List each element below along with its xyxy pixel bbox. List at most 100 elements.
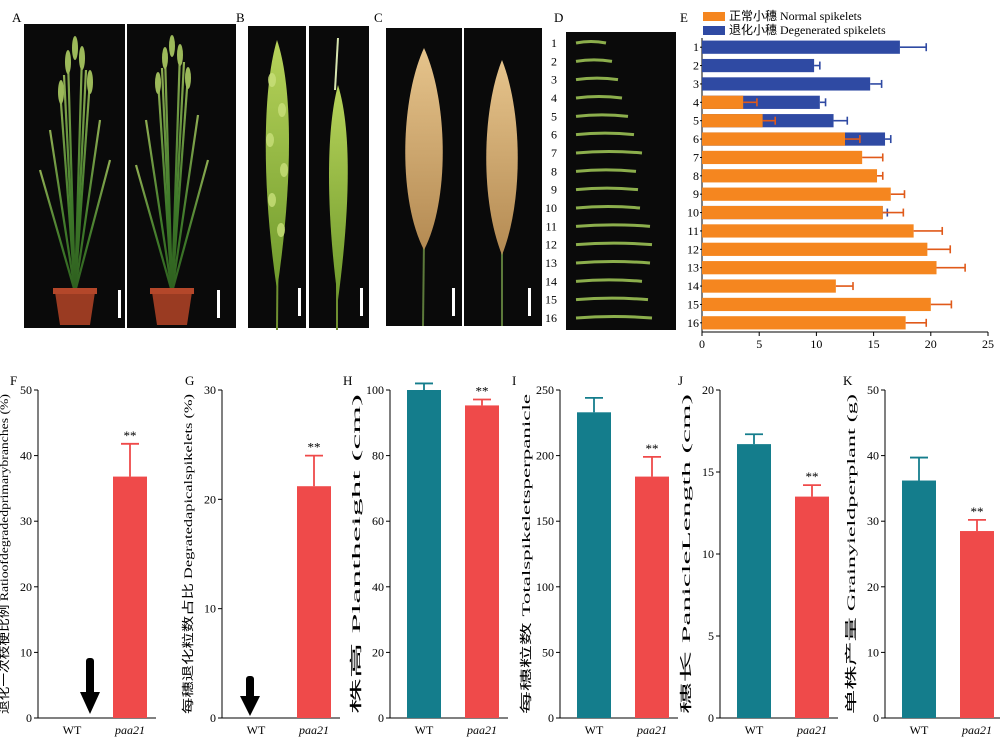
bar-degenerated bbox=[702, 77, 871, 91]
y-tick-label: 10 bbox=[20, 645, 32, 659]
bar-normal bbox=[702, 261, 937, 275]
branch-8 bbox=[575, 168, 637, 173]
branch-label: 5 bbox=[551, 109, 557, 123]
branch-10 bbox=[575, 205, 641, 210]
y-tick-label: 7 bbox=[693, 150, 699, 164]
bar-paa21 bbox=[635, 476, 669, 718]
x-tick-label: paa21 bbox=[298, 723, 329, 737]
y-tick-label: 60 bbox=[372, 514, 384, 528]
branch-15 bbox=[575, 296, 649, 302]
y-tick-label: 9 bbox=[693, 187, 699, 201]
significance-marker: ** bbox=[124, 428, 137, 443]
panel-label-b: B bbox=[236, 10, 245, 25]
y-tick-label: 5 bbox=[693, 114, 699, 128]
significance-marker: ** bbox=[646, 441, 659, 456]
bar-normal bbox=[702, 150, 863, 165]
bar-paa21 bbox=[113, 476, 147, 718]
branch-13 bbox=[575, 260, 651, 265]
bar-normal bbox=[702, 114, 763, 128]
branch-label: 15 bbox=[545, 293, 557, 307]
y-tick-label: 13 bbox=[687, 261, 699, 275]
y-tick-label: 8 bbox=[693, 169, 699, 183]
branch-label: 7 bbox=[551, 146, 557, 160]
bar-normal bbox=[702, 224, 914, 238]
chart-e-legend: 正常小穗 Normal spikelets 退化小穗 Degenerated s… bbox=[703, 9, 886, 37]
photo-panels: A bbox=[12, 10, 676, 331]
y-tick-label: 16 bbox=[687, 316, 699, 330]
branch-9 bbox=[575, 186, 639, 192]
branch-label: 9 bbox=[551, 183, 557, 197]
y-axis-title: 株高 Plantheight (cm) bbox=[348, 394, 363, 714]
y-tick-label: 30 bbox=[867, 514, 879, 528]
y-tick-label: 14 bbox=[687, 279, 699, 293]
x-tick-label: 10 bbox=[810, 337, 822, 351]
bar-wt bbox=[737, 444, 771, 718]
y-axis-title: 穗长 PanicleLength (cm) bbox=[679, 394, 693, 714]
legend-label-degenerated: 退化小穗 Degenerated spikelets bbox=[729, 23, 886, 37]
branch-5 bbox=[575, 113, 629, 118]
y-tick-label: 15 bbox=[702, 465, 714, 479]
branch-label: 13 bbox=[545, 256, 557, 270]
x-tick-label: 25 bbox=[982, 337, 994, 351]
legend-swatch-degenerated bbox=[703, 26, 725, 35]
significance-marker: ** bbox=[476, 384, 489, 399]
arrow-icon-f bbox=[80, 658, 100, 714]
x-tick-label: WT bbox=[63, 723, 82, 737]
x-tick-label: 0 bbox=[699, 337, 705, 351]
branch-label: 14 bbox=[545, 274, 557, 288]
branch-label: 16 bbox=[545, 311, 557, 325]
y-tick-label: 30 bbox=[204, 383, 216, 397]
y-tick-label: 20 bbox=[20, 580, 32, 594]
bar-degenerated bbox=[702, 40, 900, 54]
bar-paa21 bbox=[465, 405, 499, 718]
y-tick-label: 1 bbox=[693, 40, 699, 54]
y-tick-label: 30 bbox=[20, 514, 32, 528]
y-tick-label: 15 bbox=[687, 297, 699, 311]
y-tick-label: 6 bbox=[693, 132, 699, 146]
bar-normal bbox=[702, 95, 744, 109]
y-tick-label: 4 bbox=[693, 95, 699, 109]
y-tick-label: 150 bbox=[536, 514, 554, 528]
bar-degenerated bbox=[702, 58, 815, 73]
y-axis-title: 每穗粒数 Totalspikeletsperpanicle bbox=[518, 394, 533, 714]
y-tick-label: 20 bbox=[372, 645, 384, 659]
y-tick-label: 100 bbox=[536, 580, 554, 594]
branch-11 bbox=[575, 223, 651, 228]
chart-f: 0 10 20 30 40 50 退化一次枝梗比例 Ratioofdegradedprima… bbox=[0, 383, 156, 737]
bar-wt bbox=[407, 390, 441, 718]
branch-label: 6 bbox=[551, 128, 557, 142]
y-tick-label: 0 bbox=[26, 711, 32, 725]
branch-2 bbox=[575, 58, 613, 63]
x-tick-label: paa21 bbox=[796, 723, 827, 737]
bar-normal bbox=[702, 205, 883, 220]
y-tick-label: 100 bbox=[366, 383, 384, 397]
branch-12 bbox=[575, 241, 653, 247]
branch-4 bbox=[575, 95, 623, 100]
y-axis-title: 每穗退化粒数占比 Degratedapicalspikelets (%) bbox=[180, 394, 195, 714]
panel-label-d: D bbox=[554, 10, 563, 25]
panel-label-k: K bbox=[843, 373, 853, 388]
branch-label: 4 bbox=[551, 91, 557, 105]
bar-normal bbox=[702, 316, 906, 330]
y-axis-title: 退化一次枝梗比例 Ratioofdegradedprimarybranches … bbox=[0, 394, 11, 714]
y-tick-label: 20 bbox=[867, 580, 879, 594]
panel-label-a: A bbox=[12, 10, 22, 25]
y-tick-label: 10 bbox=[702, 547, 714, 561]
bar-paa21 bbox=[960, 531, 994, 718]
y-tick-label: 40 bbox=[20, 449, 32, 463]
y-tick-label: 20 bbox=[702, 383, 714, 397]
branch-7 bbox=[575, 150, 643, 155]
chart-j: 0 5 10 15 20 穗长 PanicleLength (cm) WT paa21 ** bbox=[679, 383, 838, 737]
significance-marker: ** bbox=[971, 504, 984, 519]
x-tick-label: WT bbox=[910, 723, 929, 737]
legend-swatch-normal bbox=[703, 12, 725, 21]
y-tick-label: 10 bbox=[204, 602, 216, 616]
bar-wt bbox=[577, 412, 611, 718]
bar-paa21 bbox=[297, 486, 331, 718]
panel-label-e: E bbox=[680, 10, 688, 25]
y-tick-label: 5 bbox=[708, 629, 714, 643]
x-tick-label: paa21 bbox=[466, 723, 497, 737]
